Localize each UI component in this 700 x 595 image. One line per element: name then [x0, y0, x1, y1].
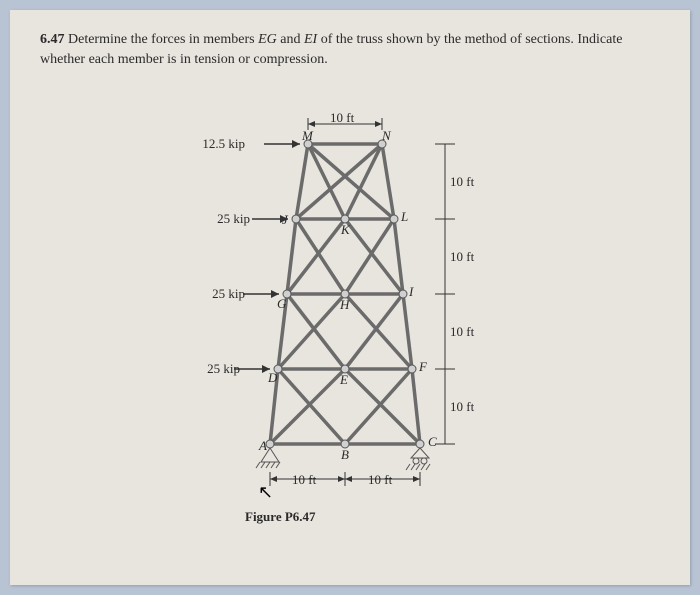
- figure-area: 12.5 kip 25 kip 25 kip 25 kip 10 ft 10 f…: [150, 84, 550, 534]
- node-I: I: [409, 284, 413, 300]
- node-B: B: [341, 447, 349, 463]
- dim-h1: 10 ft: [450, 174, 474, 190]
- dim-h3: 10 ft: [450, 324, 474, 340]
- problem-text-1: Determine the forces in members: [68, 32, 258, 47]
- cursor-icon: ↖: [258, 482, 273, 503]
- dim-top-width: 10 ft: [330, 110, 354, 126]
- node-E: E: [340, 372, 348, 388]
- node-L: L: [401, 209, 408, 225]
- dim-h2: 10 ft: [450, 249, 474, 265]
- dim-bottom-left: 10 ft: [292, 472, 316, 488]
- member-eg: EG: [258, 32, 277, 47]
- node-K: K: [341, 222, 350, 238]
- node-F: F: [419, 359, 427, 375]
- node-A: A: [259, 438, 267, 454]
- load-top: 12.5 kip: [185, 136, 245, 152]
- problem-text-2: and: [277, 32, 304, 47]
- node-H: H: [340, 297, 349, 313]
- load-lower: 25 kip: [185, 361, 240, 377]
- problem-statement: 6.47 Determine the forces in members EG …: [40, 30, 660, 69]
- dim-bottom-right: 10 ft: [368, 472, 392, 488]
- figure-caption: Figure P6.47: [245, 509, 316, 525]
- node-D: D: [268, 370, 277, 386]
- node-M: M: [302, 128, 313, 144]
- node-N: N: [382, 128, 391, 144]
- member-ei: EI: [304, 32, 317, 47]
- load-upper: 25 kip: [195, 211, 250, 227]
- node-G: G: [277, 296, 286, 312]
- problem-number: 6.47: [40, 32, 65, 47]
- node-J: J: [282, 212, 288, 228]
- dim-h4: 10 ft: [450, 399, 474, 415]
- node-C: C: [428, 434, 437, 450]
- load-mid: 25 kip: [190, 286, 245, 302]
